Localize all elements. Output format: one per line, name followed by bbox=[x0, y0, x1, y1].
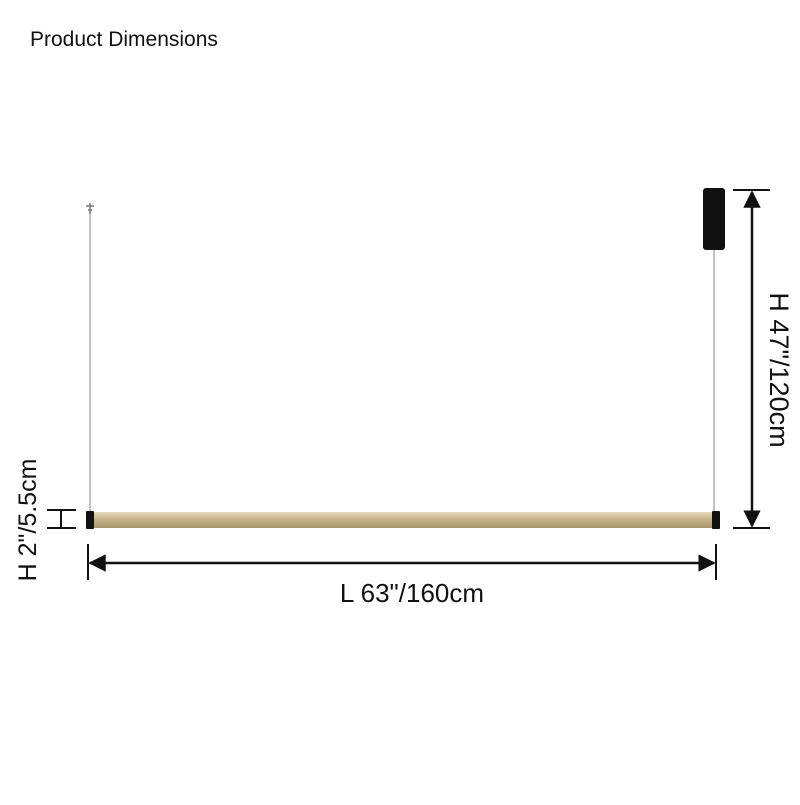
length-label: L 63"/160cm bbox=[340, 578, 484, 608]
height-bar-label: H 2"/5.5cm bbox=[14, 459, 42, 582]
wire-clip bbox=[86, 203, 94, 214]
end-cap bbox=[86, 511, 94, 529]
height-total-label: H 47"/120cm bbox=[764, 292, 794, 447]
title: Product Dimensions bbox=[30, 28, 218, 51]
end-cap bbox=[712, 511, 720, 529]
canopy bbox=[703, 188, 725, 250]
light-bar bbox=[88, 512, 718, 528]
